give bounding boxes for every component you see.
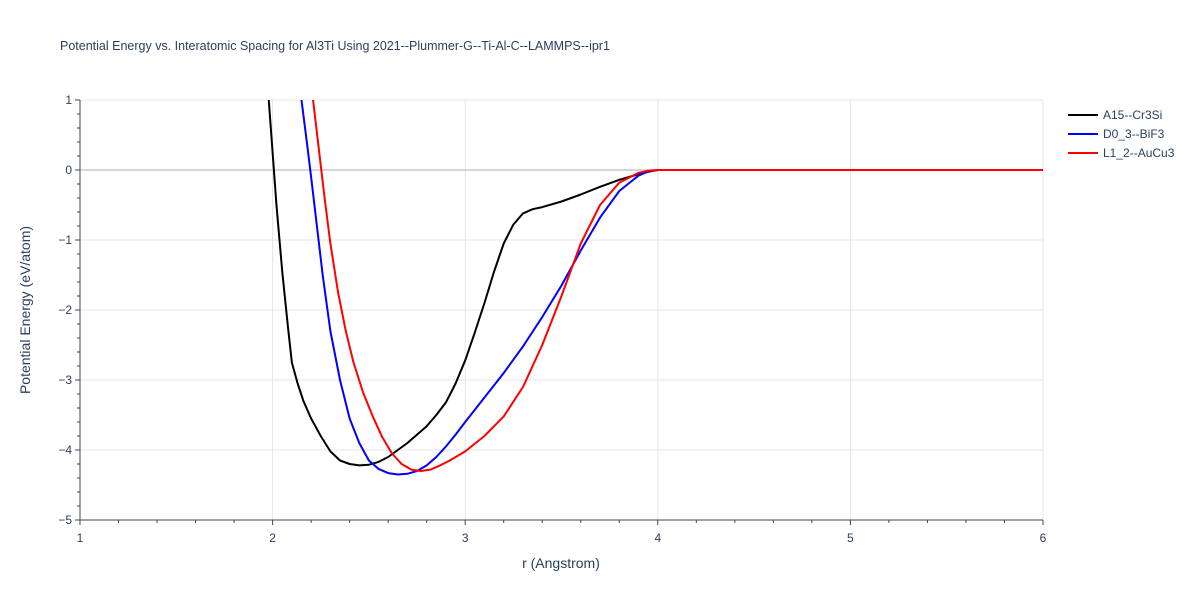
legend-label: A15--Cr3Si	[1103, 108, 1162, 122]
y-tick-label: 1	[65, 93, 72, 107]
chart-title: Potential Energy vs. Interatomic Spacing…	[60, 39, 610, 53]
x-tick-label: 6	[1040, 531, 1047, 545]
legend-item[interactable]: A15--Cr3Si	[1068, 108, 1162, 122]
series-line-3[interactable]	[312, 100, 1043, 472]
plot-area	[267, 100, 1043, 476]
legend-item[interactable]: D0_3--BiF3	[1068, 127, 1165, 141]
axes-layer	[75, 99, 1044, 525]
y-tick-label: −2	[58, 303, 72, 317]
y-tick-label: −3	[58, 373, 72, 387]
x-tick-label: 2	[269, 531, 276, 545]
y-tick-label: −5	[58, 513, 72, 527]
y-tick-label: −4	[58, 443, 72, 457]
y-tick-label: −1	[58, 233, 72, 247]
y-tick-label: 0	[65, 163, 72, 177]
x-axis-title: r (Angstrom)	[522, 555, 600, 571]
legend[interactable]: A15--Cr3Si D0_3--BiF3 L1_2--AuCu3	[1068, 108, 1175, 160]
series-line-1[interactable]	[267, 100, 1043, 467]
x-tick-label: 3	[462, 531, 469, 545]
x-tick-label: 5	[847, 531, 854, 545]
x-tick-label: 4	[654, 531, 661, 545]
legend-item[interactable]: L1_2--AuCu3	[1068, 146, 1175, 160]
grid-layer	[80, 99, 1044, 520]
tick-labels: 1 2 3 4 5 6 1 0 −1 −2 −3 −4 −5	[58, 93, 1046, 545]
y-axis-title: Potential Energy (eV/atom)	[17, 226, 33, 394]
x-tick-label: 1	[77, 531, 84, 545]
legend-label: L1_2--AuCu3	[1103, 146, 1175, 160]
legend-label: D0_3--BiF3	[1103, 127, 1165, 141]
series-line-2[interactable]	[300, 100, 1043, 476]
